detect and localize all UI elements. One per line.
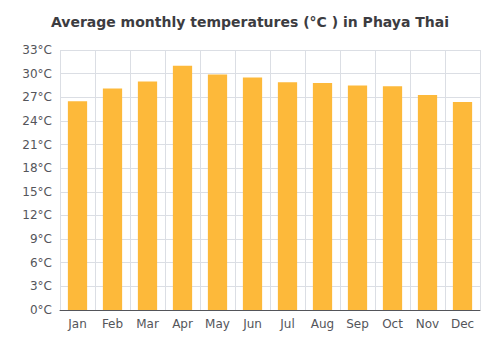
svg-text:Nov: Nov xyxy=(416,317,439,331)
svg-text:24°C: 24°C xyxy=(22,114,52,128)
svg-text:Mar: Mar xyxy=(136,317,159,331)
svg-text:0°C: 0°C xyxy=(30,303,52,317)
svg-text:Feb: Feb xyxy=(102,317,123,331)
svg-text:Aug: Aug xyxy=(311,317,334,331)
svg-text:Sep: Sep xyxy=(346,317,369,331)
svg-text:33°C: 33°C xyxy=(22,43,52,57)
svg-text:30°C: 30°C xyxy=(22,67,52,81)
svg-text:Oct: Oct xyxy=(382,317,403,331)
svg-text:3°C: 3°C xyxy=(30,279,52,293)
svg-text:6°C: 6°C xyxy=(30,256,52,270)
svg-text:21°C: 21°C xyxy=(22,138,52,152)
svg-text:May: May xyxy=(205,317,230,331)
svg-text:Apr: Apr xyxy=(172,317,193,331)
svg-text:Jan: Jan xyxy=(67,317,87,331)
svg-text:9°C: 9°C xyxy=(30,232,52,246)
svg-text:15°C: 15°C xyxy=(22,185,52,199)
svg-text:Jun: Jun xyxy=(242,317,262,331)
svg-text:Average monthly temperatures (: Average monthly temperatures (°C ) in Ph… xyxy=(51,14,449,30)
svg-text:18°C: 18°C xyxy=(22,161,52,175)
svg-text:Jul: Jul xyxy=(279,317,294,331)
svg-text:12°C: 12°C xyxy=(22,208,52,222)
svg-text:Dec: Dec xyxy=(451,317,474,331)
svg-text:27°C: 27°C xyxy=(22,90,52,104)
